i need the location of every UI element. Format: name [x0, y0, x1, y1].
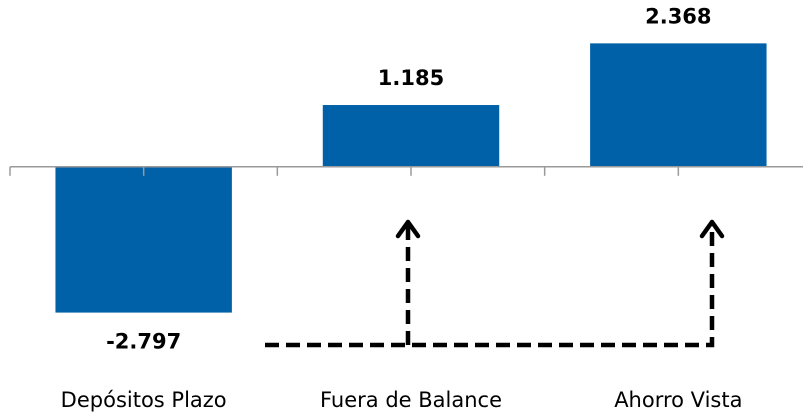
value-label: -2.797 [106, 330, 181, 354]
value-label: 1.185 [378, 66, 444, 90]
arrow-heads [395, 219, 725, 239]
x-axis [9, 166, 803, 176]
bar [322, 105, 500, 167]
arrow-head [395, 219, 421, 239]
dashed-arrows [265, 226, 715, 348]
arrow-head [699, 219, 725, 239]
arrow-line [265, 226, 715, 348]
x-tick-label: Fuera de Balance [320, 388, 502, 412]
x-tick-label: Ahorro Vista [614, 388, 742, 412]
x-tick-label: Depósitos Plazo [61, 388, 227, 412]
bar [590, 43, 767, 167]
bar [55, 166, 232, 313]
value-label: 2.368 [645, 4, 711, 28]
